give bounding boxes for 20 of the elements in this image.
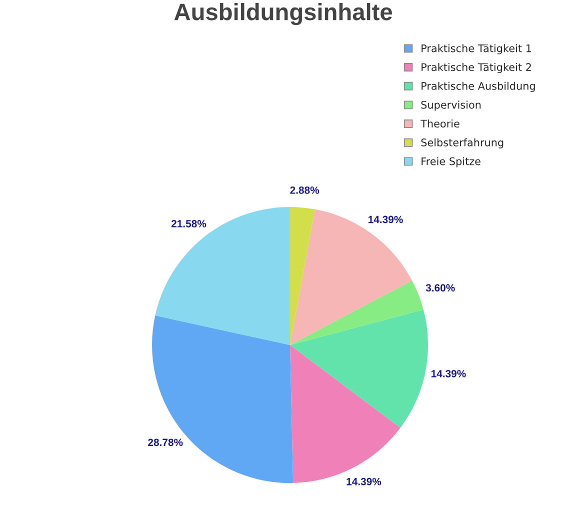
pie-slice: [155, 207, 290, 345]
pie-slice: [290, 209, 412, 345]
legend-label: Selbsterfahrung: [421, 138, 504, 148]
data-label: 2.88%: [290, 186, 320, 194]
data-label: 14.39%: [368, 216, 403, 224]
data-label: 28.78%: [148, 438, 183, 446]
chart-title: Ausbildungsinhalte: [174, 3, 392, 26]
data-label: 14.39%: [431, 370, 466, 378]
pie-slice: [290, 207, 315, 345]
legend-label: Praktische Tätigkeit 1: [422, 44, 531, 54]
pie-slice: [290, 310, 428, 428]
data-label: 14.39%: [346, 478, 382, 486]
legend-label: Praktische Tätigkeit 2: [422, 63, 531, 74]
legend-label: Freie Spitze: [422, 157, 480, 168]
legend-label: Theorie: [420, 119, 460, 128]
legend-label: Supervision: [421, 100, 481, 111]
legend-label: Praktische Ausbildung: [422, 82, 535, 92]
pie-slice: [290, 280, 424, 345]
data-label: 3.60%: [426, 284, 455, 292]
data-label: 21.58%: [171, 220, 206, 228]
